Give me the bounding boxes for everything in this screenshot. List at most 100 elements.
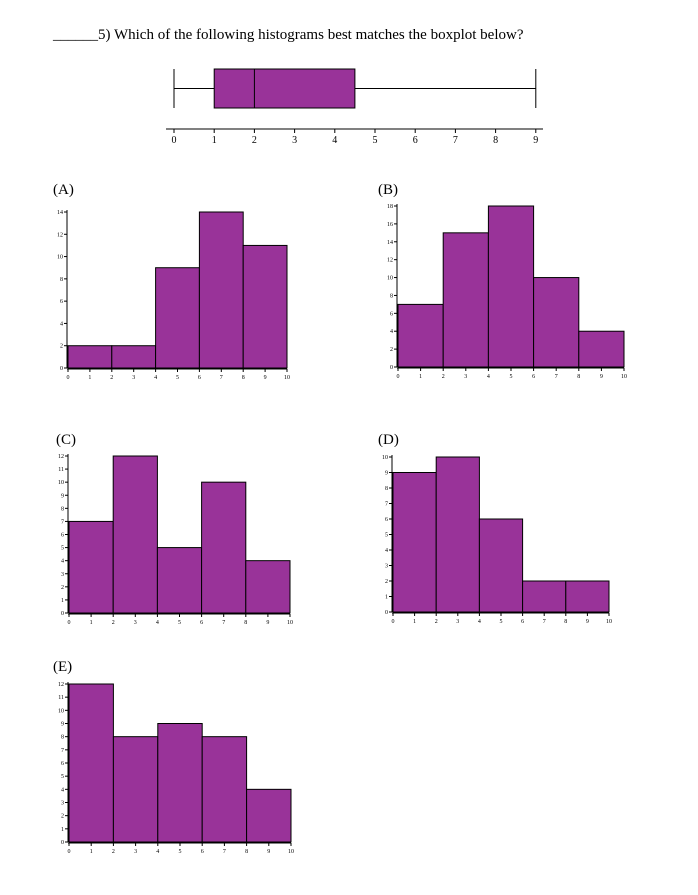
x-tick-label: 2 bbox=[112, 849, 115, 855]
y-tick-label: 12 bbox=[58, 454, 64, 460]
x-tick-label: 7 bbox=[220, 375, 223, 381]
x-tick-label: 3 bbox=[464, 374, 467, 380]
y-tick-label: 4 bbox=[60, 321, 63, 327]
histogram-bar bbox=[242, 244, 288, 369]
x-tick-label: 5 bbox=[179, 849, 182, 855]
y-tick-label: 5 bbox=[385, 533, 388, 539]
histogram-bar bbox=[67, 345, 113, 369]
histogram-bar bbox=[155, 267, 200, 369]
histogram-bar bbox=[478, 518, 524, 613]
x-tick-label: 3 bbox=[456, 619, 459, 625]
x-tick-label: 10 bbox=[621, 374, 627, 380]
boxplot-tick-label: 2 bbox=[252, 135, 257, 146]
x-tick-label: 8 bbox=[577, 374, 580, 380]
histogram-bar bbox=[111, 345, 157, 369]
y-tick-label: 4 bbox=[61, 787, 64, 793]
x-tick-label: 2 bbox=[435, 619, 438, 625]
histogram-bar bbox=[487, 205, 535, 368]
y-tick-label: 5 bbox=[61, 546, 64, 552]
x-tick-label: 3 bbox=[134, 849, 137, 855]
x-tick-label: 5 bbox=[178, 620, 181, 626]
x-tick-label: 3 bbox=[132, 375, 135, 381]
x-tick-label: 0 bbox=[68, 620, 71, 626]
y-tick-label: 16 bbox=[387, 222, 393, 228]
y-tick-label: 11 bbox=[58, 695, 64, 701]
y-tick-label: 8 bbox=[61, 506, 64, 512]
histogram-bar bbox=[201, 481, 247, 614]
panel-label-e: (E) bbox=[53, 659, 73, 675]
y-tick-label: 10 bbox=[58, 708, 64, 714]
x-tick-label: 0 bbox=[392, 619, 395, 625]
y-tick-label: 8 bbox=[385, 486, 388, 492]
y-tick-label: 4 bbox=[61, 559, 64, 565]
y-tick-label: 10 bbox=[382, 455, 388, 461]
y-tick-label: 9 bbox=[61, 493, 64, 499]
x-tick-label: 9 bbox=[600, 374, 603, 380]
boxplot-tick-label: 0 bbox=[172, 135, 177, 146]
y-tick-label: 3 bbox=[61, 572, 64, 578]
histogram-bar bbox=[565, 580, 610, 613]
y-tick-label: 7 bbox=[61, 748, 64, 754]
y-tick-label: 14 bbox=[387, 240, 393, 246]
boxplot-tick-label: 7 bbox=[453, 135, 458, 146]
x-tick-label: 3 bbox=[134, 620, 137, 626]
boxplot-tick-label: 4 bbox=[332, 135, 337, 146]
histogram-bar bbox=[533, 277, 580, 368]
y-tick-label: 6 bbox=[61, 533, 64, 539]
y-tick-label: 3 bbox=[385, 564, 388, 570]
x-tick-label: 4 bbox=[154, 375, 157, 381]
y-tick-label: 4 bbox=[385, 548, 388, 554]
x-tick-label: 1 bbox=[413, 619, 416, 625]
x-tick-label: 4 bbox=[156, 849, 159, 855]
boxplot-tick-label: 1 bbox=[212, 135, 217, 146]
x-tick-label: 7 bbox=[543, 619, 546, 625]
x-tick-label: 0 bbox=[397, 374, 400, 380]
y-tick-label: 7 bbox=[385, 502, 388, 508]
y-tick-label: 0 bbox=[385, 610, 388, 616]
y-tick-label: 10 bbox=[387, 276, 393, 282]
y-tick-label: 6 bbox=[390, 311, 393, 317]
histogram-d: 0 1 2 3 4 5 6 7 8 9 10 0 1 2 3 4 5 6 7 8 9 10 bbox=[382, 455, 612, 625]
boxplot-tick-label: 9 bbox=[533, 135, 538, 146]
question-text: ______5) Which of the following histogra… bbox=[53, 27, 523, 44]
y-tick-label: 7 bbox=[61, 519, 64, 525]
histogram-bar bbox=[156, 547, 203, 614]
y-tick-label: 0 bbox=[390, 365, 393, 371]
x-tick-label: 1 bbox=[90, 849, 93, 855]
y-tick-label: 18 bbox=[387, 204, 393, 210]
panel-label-b: (B) bbox=[378, 182, 398, 198]
x-tick-label: 8 bbox=[245, 849, 248, 855]
histogram-bar bbox=[392, 472, 437, 613]
y-tick-label: 2 bbox=[60, 344, 63, 350]
y-tick-label: 2 bbox=[390, 347, 393, 353]
x-tick-label: 4 bbox=[487, 374, 490, 380]
y-tick-label: 3 bbox=[61, 801, 64, 807]
y-tick-label: 2 bbox=[61, 814, 64, 820]
x-tick-label: 6 bbox=[198, 375, 201, 381]
boxplot-tick-label: 8 bbox=[493, 135, 498, 146]
x-tick-label: 7 bbox=[223, 849, 226, 855]
y-tick-label: 11 bbox=[58, 467, 64, 473]
histogram-bar bbox=[112, 455, 158, 614]
y-tick-label: 14 bbox=[57, 210, 63, 216]
x-tick-label: 0 bbox=[68, 849, 71, 855]
boxplot-tick-label: 6 bbox=[413, 135, 418, 146]
y-tick-label: 12 bbox=[387, 258, 393, 264]
histogram-bar bbox=[522, 580, 567, 613]
histogram-bar bbox=[201, 736, 248, 843]
x-tick-label: 6 bbox=[200, 620, 203, 626]
boxplot-chart: 0 1 2 3 4 5 6 7 8 9 bbox=[166, 68, 543, 146]
y-tick-label: 0 bbox=[61, 611, 64, 617]
panel-label-d: (D) bbox=[378, 432, 399, 448]
x-tick-label: 1 bbox=[90, 620, 93, 626]
y-tick-label: 0 bbox=[61, 840, 64, 846]
y-tick-label: 8 bbox=[60, 277, 63, 283]
histogram-bar bbox=[68, 520, 114, 614]
x-tick-label: 1 bbox=[88, 375, 91, 381]
x-tick-label: 2 bbox=[110, 375, 113, 381]
y-tick-label: 4 bbox=[390, 329, 393, 335]
y-tick-label: 2 bbox=[61, 585, 64, 591]
boxplot-tick-label: 5 bbox=[373, 135, 378, 146]
